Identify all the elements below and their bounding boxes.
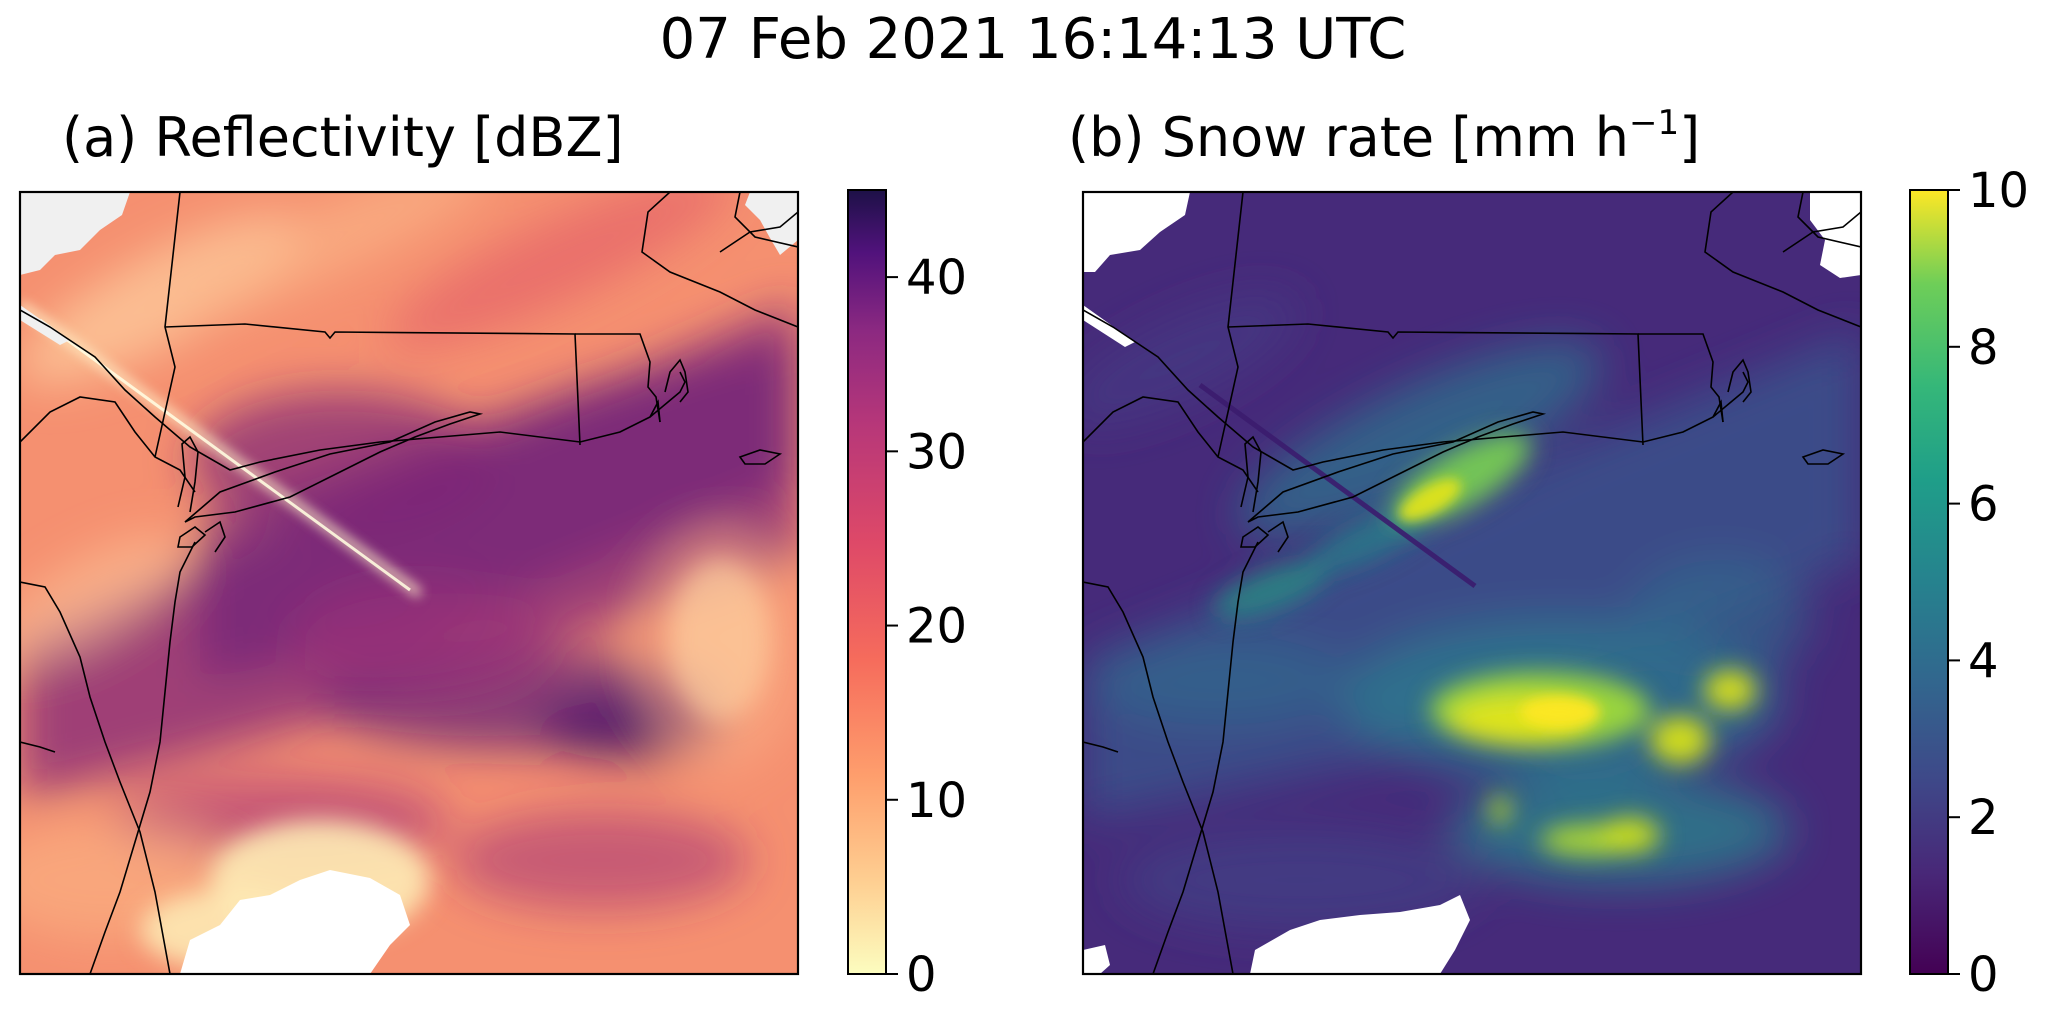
colorbar-reflectivity: 0 10 20 30 40 (847, 189, 967, 1003)
colorbar-b-ticks: 0 2 4 6 8 10 (1948, 163, 2029, 1003)
colorbar-tick-label: 0 (1968, 947, 1999, 1003)
panel-b-title-end: ] (1679, 106, 1700, 169)
panel-a-frame (18, 190, 800, 976)
panel-b-frame (1081, 190, 1863, 976)
colorbar-tick-label: 10 (1968, 163, 2029, 219)
panel-reflectivity: (a) Reflectivity [dBZ] (18, 106, 967, 1003)
panel-b-title: (b) Snow rate [mm h−1] (1068, 103, 1700, 169)
panel-b-title-sup: −1 (1629, 103, 1679, 143)
colorbar-tick-label: 8 (1968, 320, 1999, 376)
colorbar-tick-label: 0 (906, 947, 937, 1003)
colorbar-a-ticks: 0 10 20 30 40 (886, 250, 967, 1003)
colorbar-b-gradient (1909, 189, 1949, 975)
panel-a-title: (a) Reflectivity [dBZ] (62, 106, 624, 169)
colorbar-tick-label: 20 (906, 599, 967, 655)
colorbar-tick-label: 40 (906, 250, 967, 306)
panel-snow-rate: (b) Snow rate [mm h−1] (1068, 103, 2029, 1003)
colorbar-tick-label: 2 (1968, 790, 1999, 846)
reflectivity-heatmap (20, 192, 798, 974)
colorbar-a-gradient (847, 189, 887, 975)
colorbar-snow-rate: 0 2 4 6 8 10 (1909, 163, 2029, 1003)
panel-b-title-main: (b) Snow rate [mm h (1068, 106, 1629, 169)
figure-title: 07 Feb 2021 16:14:13 UTC (660, 7, 1407, 72)
colorbar-tick-label: 4 (1968, 633, 1999, 689)
colorbar-tick-label: 30 (906, 424, 967, 480)
colorbar-tick-label: 10 (906, 773, 967, 829)
colorbar-tick-label: 6 (1968, 477, 1999, 533)
snow-rate-heatmap (1083, 192, 1861, 974)
